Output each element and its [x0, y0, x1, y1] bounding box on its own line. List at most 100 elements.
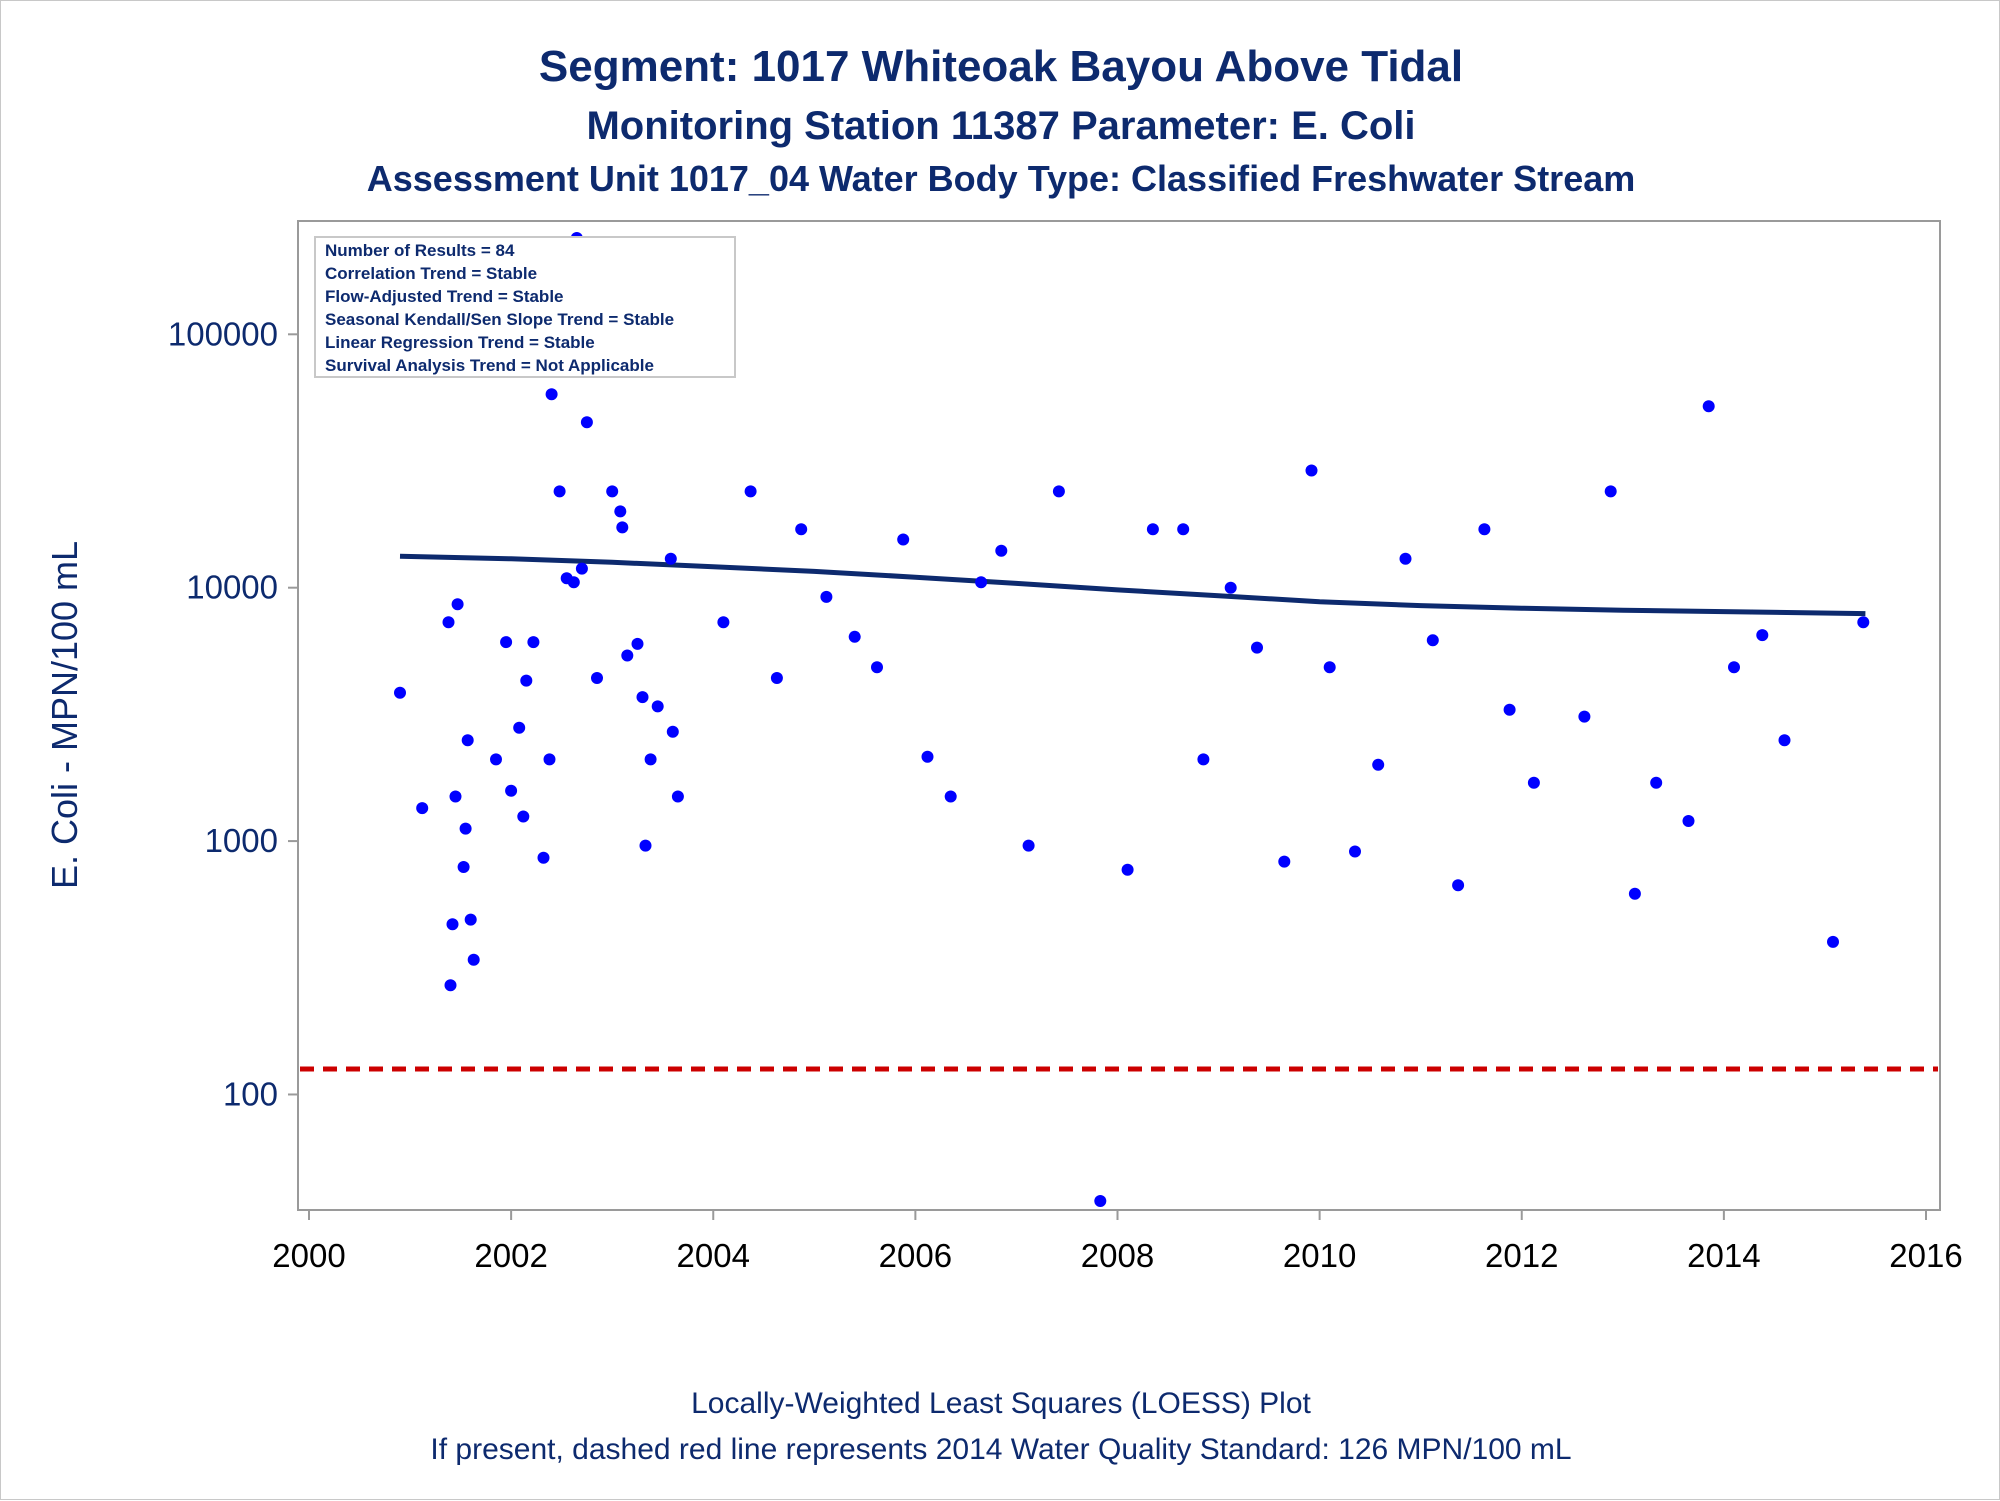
data-point — [537, 851, 550, 864]
footnote-standard: If present, dashed red line represents 2… — [430, 1433, 1571, 1466]
data-point — [1052, 485, 1065, 498]
data-point — [446, 918, 459, 931]
data-points — [394, 232, 1870, 1207]
data-point — [520, 674, 533, 687]
data-point — [451, 598, 464, 611]
data-point — [500, 636, 513, 649]
data-point — [944, 790, 957, 803]
data-point — [1478, 523, 1491, 536]
stats-survival-analysis-trend: Survival Analysis Trend = Not Applicable — [325, 356, 654, 375]
data-point — [1778, 734, 1791, 747]
stats-number-of-results: Number of Results = 84 — [325, 241, 515, 260]
data-point — [631, 637, 644, 650]
data-point — [995, 544, 1008, 557]
data-point — [1426, 634, 1439, 647]
data-point — [449, 790, 462, 803]
data-point — [1146, 523, 1159, 536]
data-point — [664, 552, 677, 565]
data-point — [1197, 753, 1210, 766]
stats-seasonal-kendall-trend: Seasonal Kendall/Sen Slope Trend = Stabl… — [325, 310, 674, 329]
y-tick-label: 100000 — [168, 315, 278, 352]
data-point — [1022, 839, 1035, 852]
data-point — [1650, 776, 1663, 789]
stats-flow-adjusted-trend: Flow-Adjusted Trend = Stable — [325, 287, 564, 306]
y-tick-label: 1000 — [205, 822, 278, 859]
data-point — [464, 913, 477, 926]
data-point — [580, 416, 593, 429]
data-point — [606, 485, 619, 498]
data-point — [770, 672, 783, 684]
data-point — [459, 822, 472, 835]
data-point — [1177, 523, 1190, 536]
data-point — [1578, 710, 1591, 723]
data-point — [614, 505, 627, 518]
y-axis: 100 1000 10000 100000 — [168, 315, 298, 1112]
data-point — [848, 630, 861, 643]
chart-subtitle-assessment: Assessment Unit 1017_04 Water Body Type:… — [367, 158, 1636, 199]
data-point — [416, 802, 429, 815]
data-point — [1756, 629, 1769, 642]
data-point — [575, 562, 588, 575]
data-point — [1224, 581, 1237, 594]
data-point — [1251, 641, 1263, 654]
data-point — [871, 661, 883, 674]
data-point — [897, 533, 910, 546]
data-point — [651, 700, 664, 713]
data-point — [543, 753, 556, 766]
stats-correlation-trend: Correlation Trend = Stable — [325, 264, 537, 283]
data-point — [621, 649, 634, 662]
data-point — [394, 686, 406, 699]
data-point — [671, 790, 684, 803]
data-point — [1604, 485, 1617, 498]
plot-area — [297, 220, 1941, 1211]
data-point — [644, 753, 657, 766]
data-point — [442, 616, 455, 629]
stats-linear-regression-trend: Linear Regression Trend = Stable — [325, 333, 595, 352]
data-point — [1305, 464, 1318, 477]
data-point — [545, 388, 558, 401]
x-tick-label: 2008 — [1081, 1237, 1154, 1274]
data-point — [975, 576, 988, 589]
x-tick-label: 2006 — [879, 1237, 952, 1274]
data-point — [1728, 661, 1740, 674]
stats-box: Number of Results = 84 Correlation Trend… — [314, 236, 736, 378]
data-point — [1094, 1195, 1107, 1207]
data-point — [1857, 616, 1870, 629]
data-point — [1702, 400, 1715, 413]
stats-box-border — [314, 236, 736, 378]
y-tick-label: 100 — [223, 1075, 278, 1112]
data-point — [505, 784, 518, 797]
x-tick-label: 2002 — [474, 1237, 547, 1274]
data-point — [1503, 703, 1516, 716]
x-tick-label: 2016 — [1889, 1237, 1962, 1274]
data-point — [527, 636, 540, 649]
data-point — [820, 590, 833, 603]
data-point — [1121, 863, 1134, 876]
loess-trend-line — [399, 553, 1866, 617]
x-tick-label: 2000 — [272, 1237, 345, 1274]
data-point — [666, 725, 679, 738]
data-point — [553, 485, 566, 498]
data-point — [490, 753, 502, 766]
footnote-loess: Locally-Weighted Least Squares (LOESS) P… — [691, 1387, 1311, 1420]
y-tick-label: 10000 — [186, 569, 278, 606]
x-tick-label: 2010 — [1283, 1237, 1356, 1274]
chart-title: Segment: 1017 Whiteoak Bayou Above Tidal — [539, 42, 1463, 91]
data-point — [444, 979, 457, 992]
data-point — [591, 672, 603, 684]
data-point — [461, 734, 474, 747]
x-axis: 2000 2002 2004 2006 2008 2010 2012 2014 2016 — [272, 1210, 1963, 1274]
x-tick-label: 2004 — [677, 1237, 750, 1274]
data-point — [457, 861, 470, 873]
data-point — [717, 616, 730, 629]
y-axis-label: E. Coli - MPN/100 mL — [44, 541, 85, 889]
data-point — [1323, 661, 1336, 674]
data-point — [1399, 552, 1412, 565]
data-point — [517, 810, 530, 823]
data-point — [1628, 887, 1641, 900]
data-point — [567, 576, 580, 589]
x-tick-label: 2014 — [1687, 1237, 1760, 1274]
data-point — [1452, 879, 1465, 892]
data-point — [1278, 855, 1291, 868]
